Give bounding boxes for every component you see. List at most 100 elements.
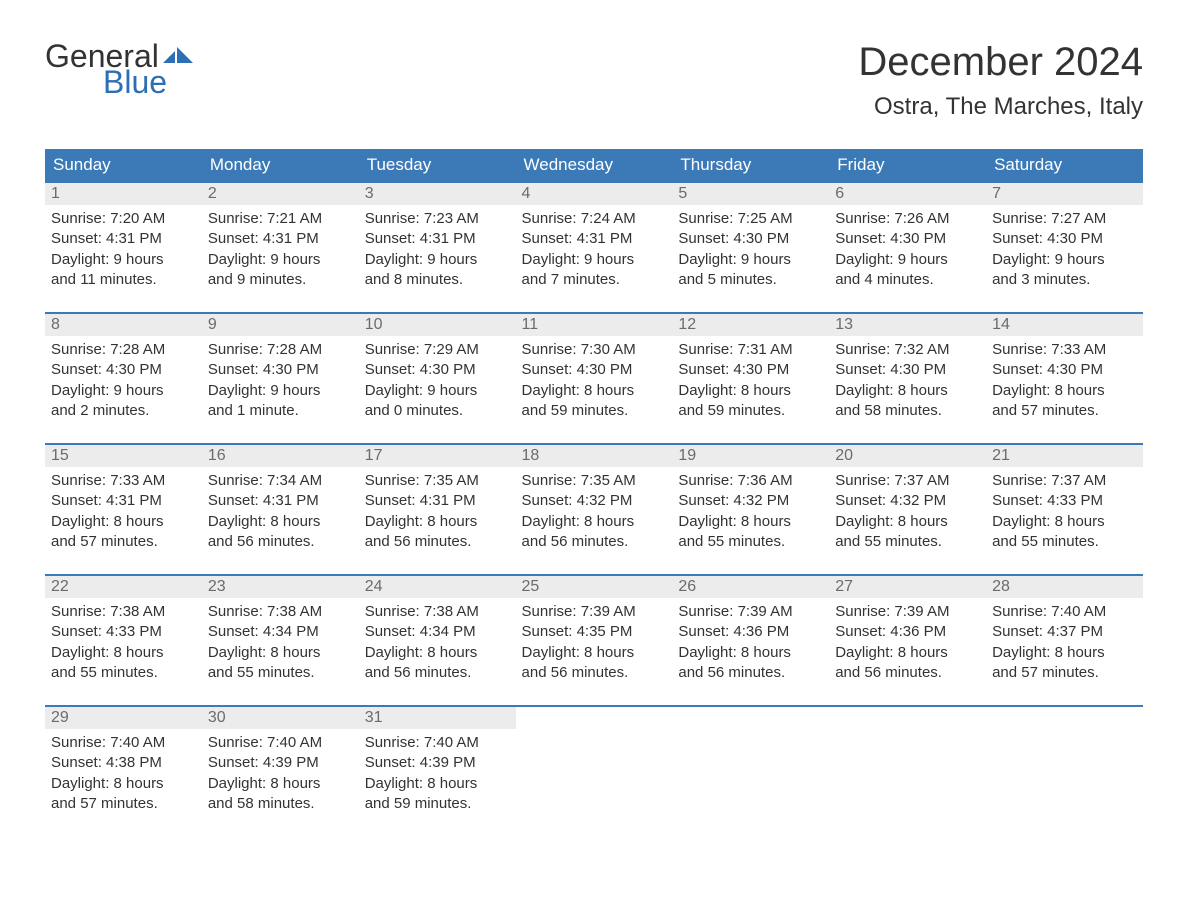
day-line-d2: and 8 minutes. <box>365 270 510 290</box>
day-line-sr: Sunrise: 7:39 AM <box>522 602 667 622</box>
day-number: 18 <box>516 445 673 467</box>
day-number: 11 <box>516 314 673 336</box>
day-content: Sunrise: 7:35 AMSunset: 4:31 PMDaylight:… <box>359 467 516 574</box>
day-line-d1: Daylight: 8 hours <box>365 643 510 663</box>
day-cell <box>829 706 986 836</box>
day-cell: 10Sunrise: 7:29 AMSunset: 4:30 PMDayligh… <box>359 313 516 444</box>
day-line-sr: Sunrise: 7:37 AM <box>835 471 980 491</box>
day-line-d1: Daylight: 8 hours <box>208 643 353 663</box>
day-number: 6 <box>829 183 986 205</box>
day-line-ss: Sunset: 4:32 PM <box>522 491 667 511</box>
day-line-d2: and 59 minutes. <box>522 401 667 421</box>
day-line-sr: Sunrise: 7:30 AM <box>522 340 667 360</box>
day-line-d1: Daylight: 9 hours <box>835 250 980 270</box>
day-cell: 2Sunrise: 7:21 AMSunset: 4:31 PMDaylight… <box>202 182 359 313</box>
day-content: Sunrise: 7:33 AMSunset: 4:31 PMDaylight:… <box>45 467 202 574</box>
day-cell: 28Sunrise: 7:40 AMSunset: 4:37 PMDayligh… <box>986 575 1143 706</box>
weekday-header: Sunday <box>45 149 202 182</box>
day-line-sr: Sunrise: 7:40 AM <box>365 733 510 753</box>
day-cell: 8Sunrise: 7:28 AMSunset: 4:30 PMDaylight… <box>45 313 202 444</box>
day-line-ss: Sunset: 4:39 PM <box>208 753 353 773</box>
day-line-d2: and 58 minutes. <box>835 401 980 421</box>
day-line-d2: and 56 minutes. <box>522 532 667 552</box>
day-line-d2: and 57 minutes. <box>992 401 1137 421</box>
day-line-sr: Sunrise: 7:29 AM <box>365 340 510 360</box>
header: General Blue December 2024 Ostra, The Ma… <box>45 40 1143 121</box>
day-line-d1: Daylight: 8 hours <box>835 381 980 401</box>
day-content: Sunrise: 7:40 AMSunset: 4:39 PMDaylight:… <box>202 729 359 836</box>
day-line-d1: Daylight: 8 hours <box>51 774 196 794</box>
day-number: 28 <box>986 576 1143 598</box>
day-content: Sunrise: 7:35 AMSunset: 4:32 PMDaylight:… <box>516 467 673 574</box>
day-cell: 1Sunrise: 7:20 AMSunset: 4:31 PMDaylight… <box>45 182 202 313</box>
day-cell: 24Sunrise: 7:38 AMSunset: 4:34 PMDayligh… <box>359 575 516 706</box>
day-cell: 22Sunrise: 7:38 AMSunset: 4:33 PMDayligh… <box>45 575 202 706</box>
weekday-header: Wednesday <box>516 149 673 182</box>
day-line-ss: Sunset: 4:30 PM <box>51 360 196 380</box>
day-line-sr: Sunrise: 7:21 AM <box>208 209 353 229</box>
day-line-sr: Sunrise: 7:26 AM <box>835 209 980 229</box>
day-content: Sunrise: 7:28 AMSunset: 4:30 PMDaylight:… <box>202 336 359 443</box>
day-cell: 11Sunrise: 7:30 AMSunset: 4:30 PMDayligh… <box>516 313 673 444</box>
day-line-d1: Daylight: 8 hours <box>522 512 667 532</box>
week-row: 1Sunrise: 7:20 AMSunset: 4:31 PMDaylight… <box>45 182 1143 313</box>
day-cell: 17Sunrise: 7:35 AMSunset: 4:31 PMDayligh… <box>359 444 516 575</box>
day-line-ss: Sunset: 4:30 PM <box>992 360 1137 380</box>
day-line-ss: Sunset: 4:38 PM <box>51 753 196 773</box>
day-content: Sunrise: 7:23 AMSunset: 4:31 PMDaylight:… <box>359 205 516 312</box>
month-title: December 2024 <box>858 40 1143 85</box>
day-number: 4 <box>516 183 673 205</box>
day-content: Sunrise: 7:31 AMSunset: 4:30 PMDaylight:… <box>672 336 829 443</box>
day-content: Sunrise: 7:40 AMSunset: 4:39 PMDaylight:… <box>359 729 516 836</box>
day-number: 2 <box>202 183 359 205</box>
day-cell: 9Sunrise: 7:28 AMSunset: 4:30 PMDaylight… <box>202 313 359 444</box>
day-cell: 23Sunrise: 7:38 AMSunset: 4:34 PMDayligh… <box>202 575 359 706</box>
day-content: Sunrise: 7:37 AMSunset: 4:33 PMDaylight:… <box>986 467 1143 574</box>
day-cell: 31Sunrise: 7:40 AMSunset: 4:39 PMDayligh… <box>359 706 516 836</box>
day-content: Sunrise: 7:25 AMSunset: 4:30 PMDaylight:… <box>672 205 829 312</box>
day-line-d2: and 55 minutes. <box>992 532 1137 552</box>
day-content: Sunrise: 7:37 AMSunset: 4:32 PMDaylight:… <box>829 467 986 574</box>
day-content: Sunrise: 7:30 AMSunset: 4:30 PMDaylight:… <box>516 336 673 443</box>
day-line-d1: Daylight: 8 hours <box>51 643 196 663</box>
day-line-ss: Sunset: 4:31 PM <box>522 229 667 249</box>
day-number: 14 <box>986 314 1143 336</box>
day-line-d2: and 5 minutes. <box>678 270 823 290</box>
day-number: 10 <box>359 314 516 336</box>
day-line-ss: Sunset: 4:30 PM <box>678 229 823 249</box>
day-cell: 26Sunrise: 7:39 AMSunset: 4:36 PMDayligh… <box>672 575 829 706</box>
day-line-d2: and 0 minutes. <box>365 401 510 421</box>
day-number: 19 <box>672 445 829 467</box>
day-line-d2: and 3 minutes. <box>992 270 1137 290</box>
day-line-sr: Sunrise: 7:32 AM <box>835 340 980 360</box>
day-line-sr: Sunrise: 7:39 AM <box>835 602 980 622</box>
day-cell: 6Sunrise: 7:26 AMSunset: 4:30 PMDaylight… <box>829 182 986 313</box>
day-content: Sunrise: 7:27 AMSunset: 4:30 PMDaylight:… <box>986 205 1143 312</box>
day-line-d1: Daylight: 9 hours <box>992 250 1137 270</box>
day-line-d1: Daylight: 8 hours <box>992 643 1137 663</box>
day-line-sr: Sunrise: 7:23 AM <box>365 209 510 229</box>
day-line-sr: Sunrise: 7:36 AM <box>678 471 823 491</box>
day-line-d1: Daylight: 9 hours <box>51 250 196 270</box>
day-cell: 16Sunrise: 7:34 AMSunset: 4:31 PMDayligh… <box>202 444 359 575</box>
day-number: 23 <box>202 576 359 598</box>
day-number: 30 <box>202 707 359 729</box>
day-line-d1: Daylight: 8 hours <box>992 381 1137 401</box>
day-line-ss: Sunset: 4:30 PM <box>678 360 823 380</box>
day-line-d1: Daylight: 8 hours <box>365 774 510 794</box>
day-line-sr: Sunrise: 7:28 AM <box>208 340 353 360</box>
day-line-d2: and 56 minutes. <box>365 663 510 683</box>
week-row: 15Sunrise: 7:33 AMSunset: 4:31 PMDayligh… <box>45 444 1143 575</box>
day-line-d2: and 2 minutes. <box>51 401 196 421</box>
day-line-d2: and 57 minutes. <box>51 794 196 814</box>
day-line-ss: Sunset: 4:30 PM <box>835 360 980 380</box>
day-content: Sunrise: 7:20 AMSunset: 4:31 PMDaylight:… <box>45 205 202 312</box>
day-line-ss: Sunset: 4:33 PM <box>992 491 1137 511</box>
week-row: 22Sunrise: 7:38 AMSunset: 4:33 PMDayligh… <box>45 575 1143 706</box>
day-line-d1: Daylight: 8 hours <box>678 381 823 401</box>
day-line-d1: Daylight: 8 hours <box>208 512 353 532</box>
day-cell: 29Sunrise: 7:40 AMSunset: 4:38 PMDayligh… <box>45 706 202 836</box>
day-line-d2: and 56 minutes. <box>365 532 510 552</box>
day-cell: 30Sunrise: 7:40 AMSunset: 4:39 PMDayligh… <box>202 706 359 836</box>
day-line-ss: Sunset: 4:31 PM <box>365 229 510 249</box>
